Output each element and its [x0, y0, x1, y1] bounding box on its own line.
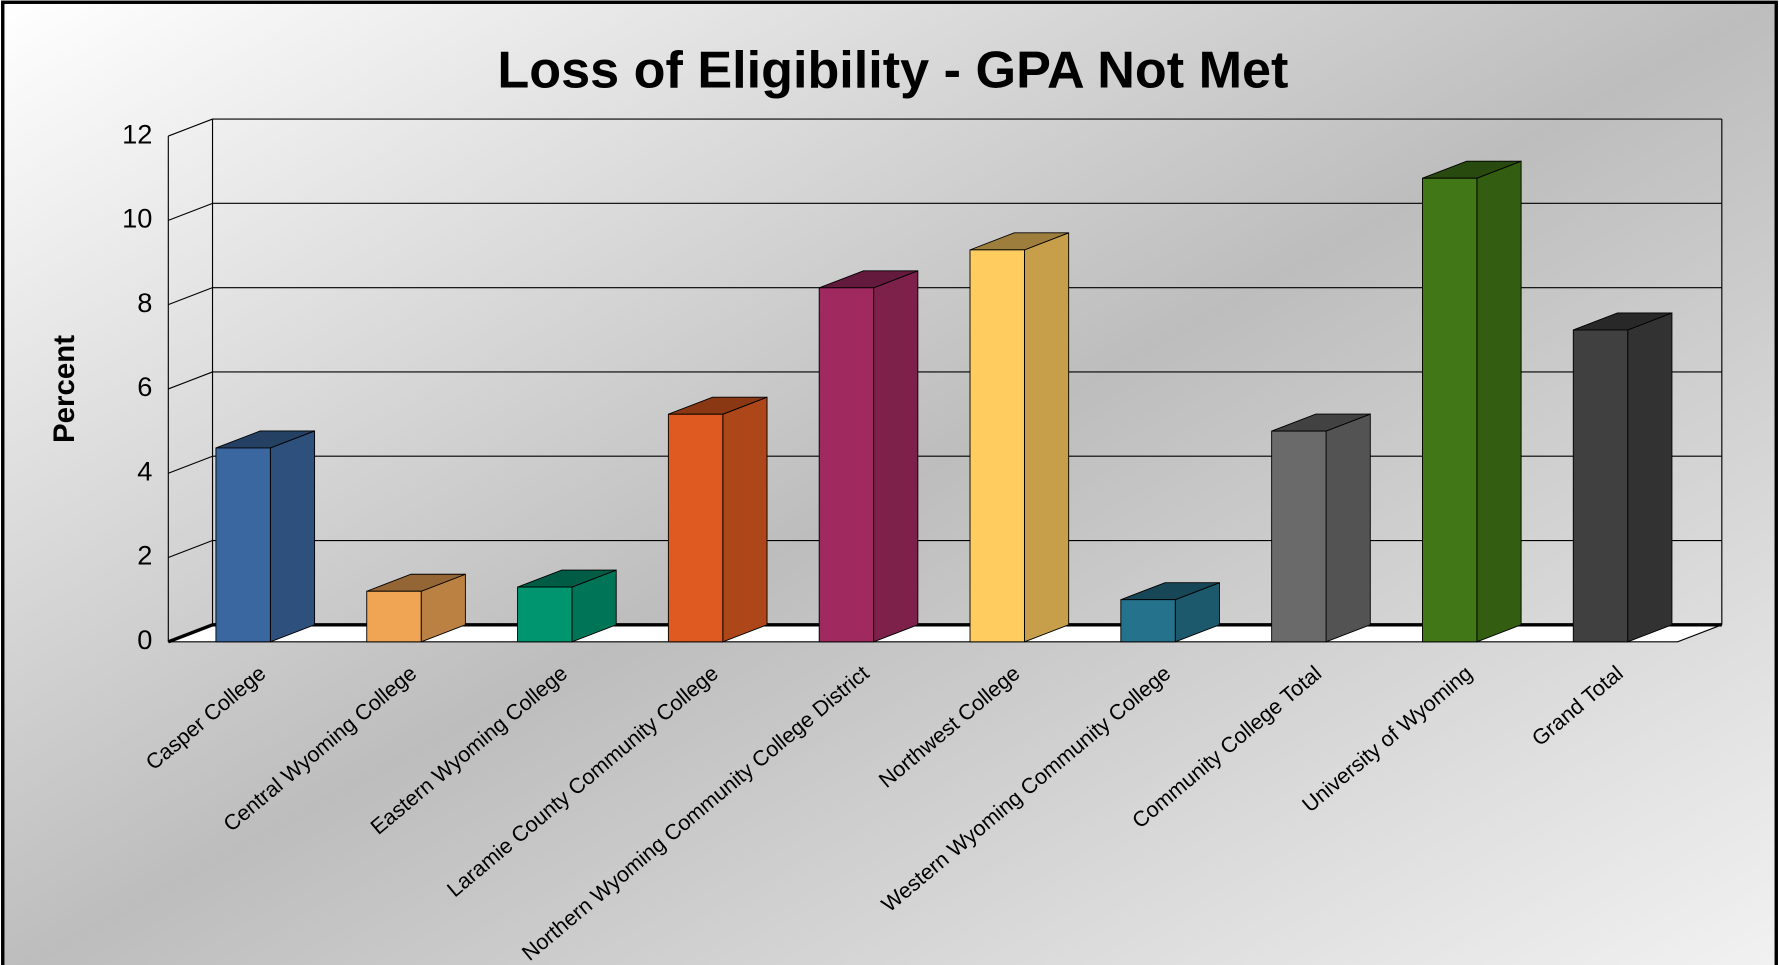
- bar-side: [1325, 413, 1371, 643]
- bar-side: [873, 270, 919, 643]
- y-tick-label: 2: [137, 540, 152, 571]
- grid-line: [168, 287, 213, 306]
- bar-side: [269, 430, 316, 643]
- y-tick-label: 10: [122, 203, 152, 234]
- y-axis-label: Percent: [48, 335, 81, 443]
- bar: [366, 590, 422, 643]
- chart-title: Loss of Eligibility - GPA Not Met: [497, 41, 1288, 99]
- grid-line: [168, 455, 213, 474]
- bar: [517, 586, 573, 643]
- bar: [215, 447, 271, 643]
- y-tick-label: 6: [137, 371, 152, 402]
- bar: [818, 287, 875, 643]
- y-tick-label: 4: [137, 455, 152, 486]
- bar: [969, 249, 1025, 643]
- bar: [1422, 177, 1478, 643]
- grid-line: [168, 202, 213, 221]
- y-tick-label: 12: [122, 118, 152, 149]
- grid-line: [168, 371, 213, 390]
- bar: [667, 413, 724, 643]
- bar: [1271, 430, 1327, 643]
- y-tick-label: 8: [137, 287, 152, 318]
- bar-side: [722, 396, 768, 643]
- bar-side: [1023, 232, 1070, 643]
- grid-line: [168, 539, 213, 559]
- bar-side: [1476, 160, 1522, 643]
- bar: [1120, 599, 1176, 643]
- y-tick-label: 0: [137, 624, 152, 655]
- grid-line: [168, 118, 213, 137]
- bar: [1572, 329, 1629, 643]
- bar-side: [1627, 312, 1673, 643]
- grid-line: [167, 623, 214, 644]
